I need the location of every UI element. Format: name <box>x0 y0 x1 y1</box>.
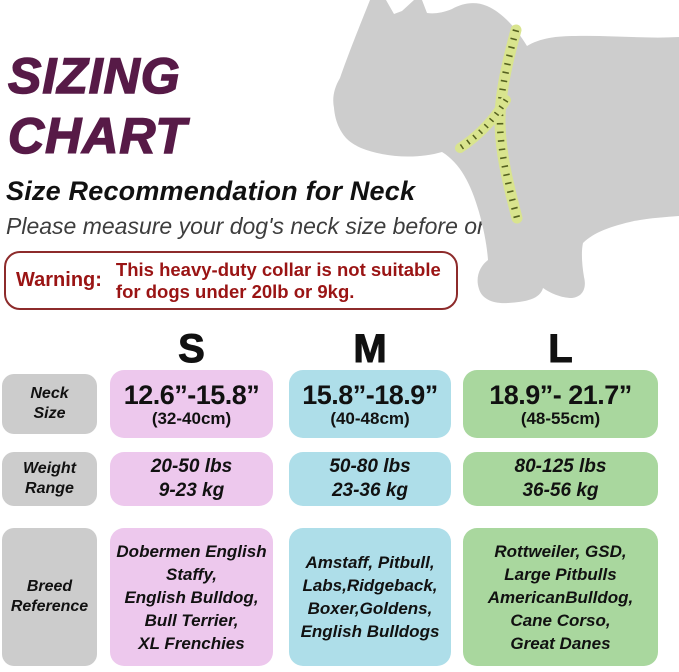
breed-reference-cell-s: Dobermen English Staffy, English Bulldog… <box>110 528 273 666</box>
weight-range-cell-s: 20-50 lbs 9-23 kg <box>110 452 273 506</box>
breed-reference-cell-m: Amstaff, Pitbull, Labs,Ridgeback, Boxer,… <box>289 528 451 666</box>
breed-reference-cell-l: Rottweiler, GSD, Large Pitbulls American… <box>463 528 658 666</box>
warning-box: Warning: This heavy-duty collar is not s… <box>4 251 458 310</box>
neck-size-l-inches: 18.9”- 21.7” <box>489 379 632 410</box>
warning-label: Warning: <box>16 269 102 291</box>
breed-reference-l-text: Rottweiler, GSD, Large Pitbulls American… <box>487 541 634 653</box>
subtitle: Size Recommendation for Neck <box>6 176 416 206</box>
size-header-l: L <box>548 327 573 371</box>
row-label-breed-reference-text: Breed Reference <box>10 578 89 615</box>
size-header-m: M <box>353 327 387 371</box>
neck-size-s-inches: 12.6”-15.8” <box>123 379 260 410</box>
weight-range-l-text: 80-125 lbs 36-56 kg <box>514 456 607 501</box>
measuring-tape-branch-ticks <box>458 98 509 151</box>
weight-range-m-text: 50-80 lbs 23-36 kg <box>329 456 411 501</box>
neck-size-l-cm: (48-55cm) <box>520 408 601 428</box>
neck-size-cell-s: 12.6”-15.8” (32-40cm) <box>110 370 273 438</box>
weight-range-cell-l: 80-125 lbs 36-56 kg <box>463 452 658 506</box>
breed-reference-s-text: Dobermen English Staffy, English Bulldog… <box>116 541 267 653</box>
size-header-s: S <box>178 327 206 371</box>
neck-size-cell-l: 18.9”- 21.7” (48-55cm) <box>463 370 658 438</box>
neck-size-s-cm: (32-40cm) <box>151 408 232 428</box>
warning-text-line-2: for dogs under 20lb or 9kg. <box>115 280 355 302</box>
row-label-breed-reference: Breed Reference <box>2 528 97 666</box>
title-line-1: SIZING <box>7 47 181 105</box>
dog-silhouette-illustration <box>333 0 679 304</box>
title-line-2: CHART <box>7 107 188 165</box>
measuring-tape-main <box>494 24 523 224</box>
warning-text-line-1: This heavy-duty collar is not suitable <box>115 258 441 280</box>
breed-reference-m-text: Amstaff, Pitbull, Labs,Ridgeback, Boxer,… <box>300 553 440 641</box>
row-label-weight-range-text: Weight Range <box>22 460 77 497</box>
weight-range-cell-m: 50-80 lbs 23-36 kg <box>289 452 451 506</box>
warning-text: This heavy-duty collar is not suitable f… <box>116 259 441 303</box>
neck-size-cell-m: 15.8”-18.9” (40-48cm) <box>289 370 451 438</box>
row-label-neck-size-text: Neck Size <box>30 385 69 422</box>
measure-note: Please measure your dog's neck size befo… <box>6 213 549 239</box>
neck-size-m-cm: (40-48cm) <box>330 408 410 428</box>
page-title: SIZING CHART <box>7 46 188 166</box>
neck-size-m-inches: 15.8”-18.9” <box>302 379 438 410</box>
row-label-weight-range: Weight Range <box>2 452 97 506</box>
row-label-neck-size: Neck Size <box>2 374 97 434</box>
weight-range-s-text: 20-50 lbs 9-23 kg <box>150 456 233 501</box>
